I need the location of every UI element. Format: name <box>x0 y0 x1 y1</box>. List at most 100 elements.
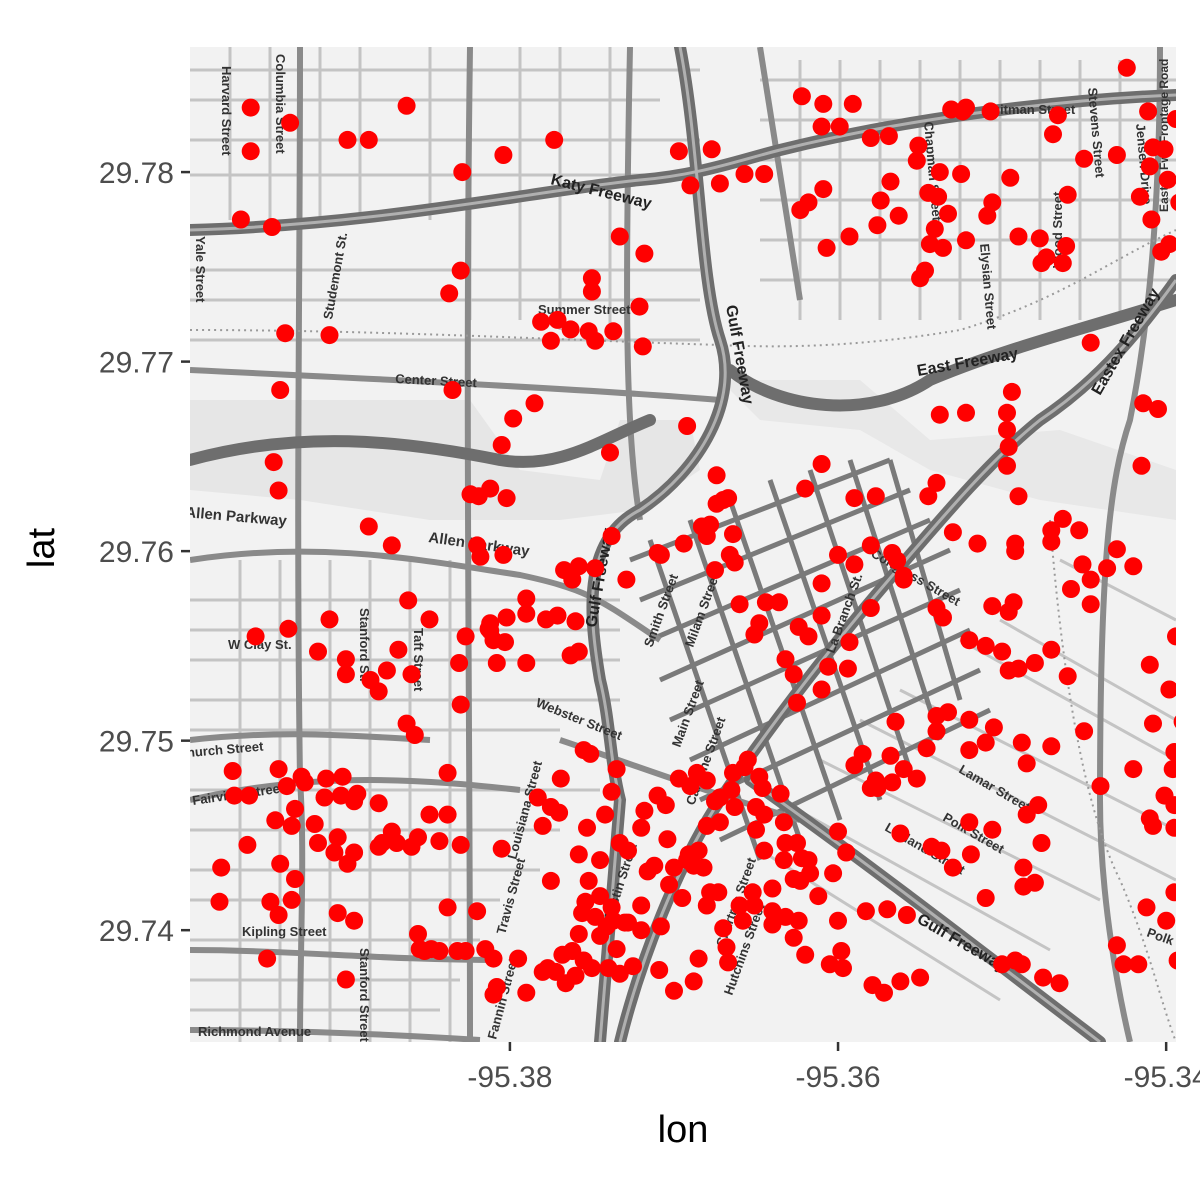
data-point <box>1062 580 1080 598</box>
data-point <box>976 889 995 907</box>
data-point <box>817 238 836 257</box>
data-point <box>770 593 788 612</box>
data-point <box>533 962 552 981</box>
data-point <box>694 858 713 877</box>
data-point <box>1053 254 1072 273</box>
data-point <box>799 193 818 212</box>
data-point <box>586 559 605 578</box>
data-point <box>886 712 905 731</box>
data-point <box>451 835 470 854</box>
data-point <box>487 654 506 672</box>
data-point <box>710 813 729 832</box>
data-point <box>911 269 930 288</box>
data-point <box>282 890 301 909</box>
data-point <box>420 805 439 824</box>
data-point <box>651 917 670 936</box>
data-point <box>1058 667 1077 686</box>
data-point <box>999 661 1018 680</box>
data-point <box>930 163 949 182</box>
y-tick-label: 29.77 <box>99 347 174 380</box>
data-point <box>771 784 790 803</box>
data-point <box>1140 157 1159 176</box>
data-point <box>1098 559 1117 578</box>
x-tick-label: -95.34 <box>1124 1061 1200 1094</box>
data-point <box>1050 974 1069 993</box>
data-point <box>784 870 803 888</box>
data-point <box>309 834 327 852</box>
data-point <box>714 919 733 938</box>
data-point <box>320 326 339 345</box>
data-point <box>660 875 679 894</box>
data-point <box>907 769 926 788</box>
data-point <box>891 824 910 843</box>
data-point <box>796 945 815 964</box>
data-point <box>328 828 347 847</box>
data-point <box>1048 106 1067 125</box>
data-point <box>725 553 744 572</box>
data-point <box>468 902 487 921</box>
data-point <box>451 695 470 714</box>
data-point <box>578 818 596 837</box>
data-point <box>753 779 772 797</box>
data-point <box>602 527 621 545</box>
data-point <box>774 851 793 870</box>
data-point <box>1158 170 1176 189</box>
data-point <box>684 972 703 991</box>
data-point <box>669 142 688 161</box>
data-point <box>1012 955 1031 974</box>
data-point <box>328 904 347 923</box>
data-point <box>976 733 995 752</box>
data-point <box>1058 185 1077 204</box>
data-point <box>635 801 654 820</box>
data-point <box>1042 640 1061 659</box>
data-point <box>509 949 528 968</box>
data-point <box>317 769 336 788</box>
data-point <box>450 654 469 672</box>
data-point <box>1017 805 1036 824</box>
x-tick-label: -95.36 <box>795 1061 880 1094</box>
data-point <box>1165 818 1176 837</box>
data-point <box>961 845 980 864</box>
data-point <box>269 760 288 779</box>
data-point <box>550 803 569 822</box>
data-point <box>911 968 930 987</box>
data-point <box>755 841 774 860</box>
data-point <box>1081 595 1100 614</box>
data-point <box>1042 737 1061 756</box>
data-point <box>1130 187 1149 206</box>
data-point <box>665 981 683 1000</box>
data-point <box>878 900 897 919</box>
data-point <box>1025 654 1044 672</box>
data-point <box>409 828 427 847</box>
data-point <box>907 151 926 170</box>
data-point <box>617 570 636 589</box>
data-point <box>957 403 975 422</box>
data-point <box>1001 168 1020 187</box>
data-point <box>561 320 580 339</box>
data-point <box>927 473 946 492</box>
data-point <box>960 631 979 650</box>
data-point <box>596 805 615 824</box>
data-point <box>1002 382 1021 401</box>
data-point <box>1155 140 1174 159</box>
data-point <box>315 788 334 807</box>
data-point <box>430 832 449 851</box>
data-point <box>930 405 949 424</box>
data-point <box>569 557 588 576</box>
data-point <box>1165 883 1176 902</box>
data-point <box>210 892 229 911</box>
data-point <box>1165 743 1176 761</box>
data-point <box>812 680 831 699</box>
street-label-columbia: Columbia Street <box>273 54 288 154</box>
data-point <box>451 261 470 280</box>
data-point <box>999 437 1018 456</box>
data-point <box>1149 400 1167 418</box>
data-point <box>809 887 828 906</box>
data-point <box>281 113 300 132</box>
data-point <box>569 642 588 661</box>
data-point <box>405 726 424 744</box>
data-point <box>397 96 416 115</box>
data-point <box>532 312 551 331</box>
data-point <box>894 760 913 779</box>
data-point <box>325 843 344 862</box>
